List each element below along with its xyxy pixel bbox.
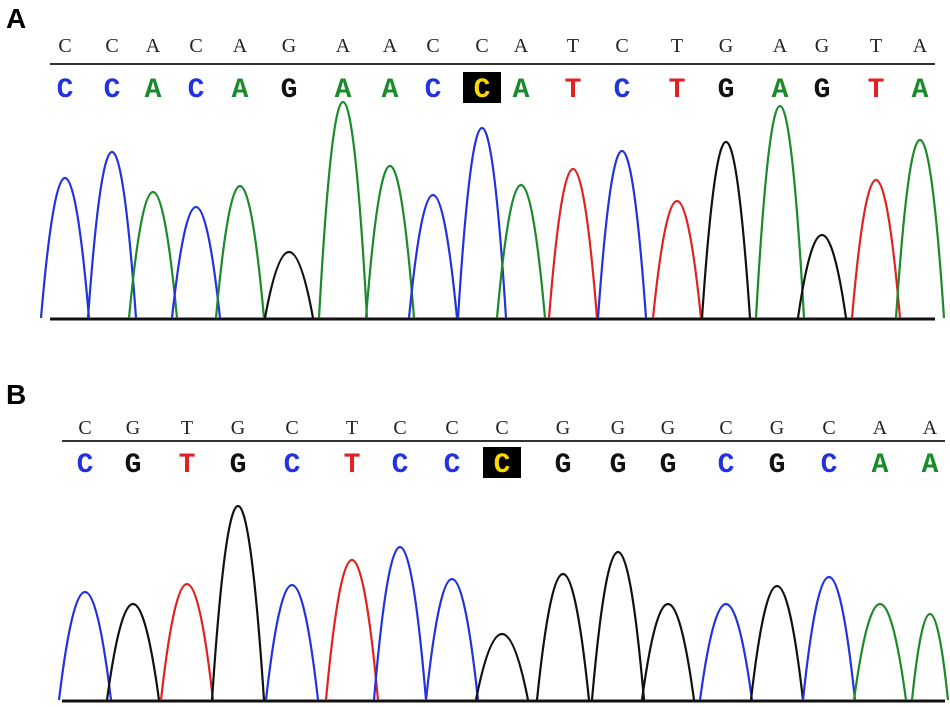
reference-base: A <box>233 35 248 57</box>
called-base: G <box>660 450 677 481</box>
called-base: G <box>814 75 831 106</box>
reference-base: C <box>719 417 732 439</box>
called-base: C <box>104 75 121 106</box>
called-base: A <box>335 75 352 106</box>
called-base: C <box>392 450 409 481</box>
reference-base: A <box>336 35 351 57</box>
trace <box>39 101 946 319</box>
called-base: T <box>669 75 686 106</box>
reference-base: T <box>181 417 193 439</box>
reference-base: C <box>285 417 298 439</box>
reference-base: G <box>770 417 784 439</box>
panel-label: A <box>6 3 26 34</box>
reference-base: C <box>495 417 508 439</box>
called-base: C <box>494 450 511 481</box>
called-base: C <box>57 75 74 106</box>
reference-base: G <box>815 35 829 57</box>
called-base: A <box>513 75 530 106</box>
called-base: C <box>614 75 631 106</box>
called-base: G <box>555 450 572 481</box>
panel-label: B <box>6 379 26 410</box>
called-base: C <box>474 75 491 106</box>
called-base: C <box>284 450 301 481</box>
reference-base: G <box>611 417 625 439</box>
called-base: C <box>425 75 442 106</box>
called-base: T <box>868 75 885 106</box>
reference-base: C <box>426 35 439 57</box>
called-base: G <box>230 450 247 481</box>
reference-base: T <box>567 35 579 57</box>
called-base: A <box>912 75 929 106</box>
reference-base: T <box>346 417 358 439</box>
reference-base: A <box>773 35 788 57</box>
reference-base: A <box>514 35 529 57</box>
reference-base: A <box>873 417 888 439</box>
trace <box>57 504 950 701</box>
called-base: G <box>125 450 142 481</box>
called-base: C <box>444 450 461 481</box>
called-base: A <box>232 75 249 106</box>
reference-base: A <box>146 35 161 57</box>
called-base: C <box>718 450 735 481</box>
reference-base: C <box>78 417 91 439</box>
called-base: C <box>188 75 205 106</box>
reference-base: A <box>383 35 398 57</box>
called-base: T <box>344 450 361 481</box>
panel-a <box>39 63 946 321</box>
highlight-box <box>463 72 501 103</box>
called-base: A <box>772 75 789 106</box>
reference-base: A <box>923 417 938 439</box>
reference-base: C <box>393 417 406 439</box>
called-base: A <box>922 450 939 481</box>
reference-base: G <box>126 417 140 439</box>
reference-base: C <box>445 417 458 439</box>
called-base: A <box>145 75 162 106</box>
called-base: A <box>382 75 399 106</box>
reference-base: C <box>189 35 202 57</box>
called-base: G <box>718 75 735 106</box>
reference-base: G <box>556 417 570 439</box>
called-base: A <box>872 450 889 481</box>
reference-base: C <box>615 35 628 57</box>
reference-base: A <box>913 35 928 57</box>
highlight-box <box>483 447 521 478</box>
called-base: G <box>769 450 786 481</box>
panel-b <box>57 440 950 703</box>
called-base: G <box>610 450 627 481</box>
reference-base: G <box>661 417 675 439</box>
reference-base: C <box>105 35 118 57</box>
reference-base: C <box>58 35 71 57</box>
reference-base: G <box>719 35 733 57</box>
reference-base: T <box>870 35 882 57</box>
called-base: T <box>565 75 582 106</box>
reference-base: T <box>671 35 683 57</box>
called-base: C <box>821 450 838 481</box>
reference-base: C <box>475 35 488 57</box>
called-base: C <box>77 450 94 481</box>
called-base: T <box>179 450 196 481</box>
reference-base: G <box>282 35 296 57</box>
called-base: G <box>281 75 298 106</box>
reference-base: C <box>822 417 835 439</box>
reference-base: G <box>231 417 245 439</box>
